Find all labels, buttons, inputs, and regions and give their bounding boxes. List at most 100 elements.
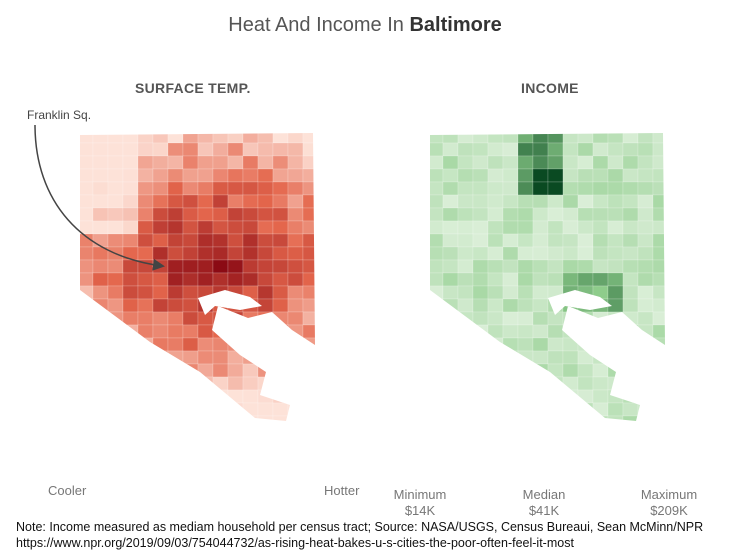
- heat-tract: [227, 168, 244, 183]
- heat-tract: [80, 142, 94, 157]
- income-tract: [442, 168, 459, 183]
- income-tract: [652, 337, 665, 352]
- heat-tract: [137, 194, 154, 209]
- income-tract: [457, 233, 474, 248]
- income-tract: [502, 207, 519, 222]
- heat-tract: [227, 389, 244, 404]
- heat-tract: [107, 415, 124, 421]
- income-tract: [577, 337, 594, 352]
- heat-tract: [272, 181, 289, 196]
- heat-tract: [227, 363, 244, 378]
- income-tract: [532, 272, 549, 287]
- income-tract: [547, 220, 564, 235]
- heat-tract: [242, 194, 259, 209]
- heat-tract: [302, 389, 315, 404]
- heat-tract: [80, 285, 94, 300]
- income-tract: [430, 285, 444, 300]
- heat-tract: [257, 415, 274, 421]
- heat-tract: [302, 246, 315, 261]
- heat-tract: [302, 155, 315, 170]
- heat-tract: [182, 259, 199, 274]
- income-tract: [547, 350, 564, 365]
- income-tract: [442, 259, 459, 274]
- income-tract: [562, 220, 579, 235]
- heat-tract: [287, 272, 304, 287]
- income-tract: [547, 155, 564, 170]
- heat-tract: [107, 311, 124, 326]
- heat-tract: [80, 402, 94, 417]
- heat-tract: [242, 133, 259, 144]
- income-tract: [637, 259, 654, 274]
- heat-tract: [167, 402, 184, 417]
- heat-tract: [167, 142, 184, 157]
- income-tract: [430, 402, 444, 417]
- heat-tract: [152, 363, 169, 378]
- income-label: INCOME: [521, 80, 579, 96]
- heat-tract: [227, 337, 244, 352]
- heat-tract: [272, 142, 289, 157]
- heat-tract: [80, 133, 94, 144]
- heat-tract: [167, 350, 184, 365]
- income-tract: [547, 133, 564, 144]
- heat-tract: [197, 155, 214, 170]
- heat-tract: [152, 142, 169, 157]
- heat-tract: [167, 363, 184, 378]
- income-tract: [472, 363, 489, 378]
- income-tract: [607, 246, 624, 261]
- heat-tract: [272, 389, 289, 404]
- income-tract: [502, 311, 519, 326]
- income-tract: [562, 259, 579, 274]
- income-tract: [547, 337, 564, 352]
- heat-tract: [287, 402, 304, 417]
- heat-tract: [152, 389, 169, 404]
- heat-tract: [302, 285, 315, 300]
- income-tract: [487, 246, 504, 261]
- heat-tract: [197, 389, 214, 404]
- income-tract: [607, 415, 624, 421]
- income-tract: [547, 142, 564, 157]
- income-tract: [652, 311, 665, 326]
- income-tract: [592, 259, 609, 274]
- income-tract: [592, 207, 609, 222]
- income-tract: [517, 363, 534, 378]
- heat-tract: [122, 220, 139, 235]
- income-tract: [532, 133, 549, 144]
- heat-tract: [137, 376, 154, 391]
- heat-tract: [152, 298, 169, 313]
- income-tract: [607, 285, 624, 300]
- heat-tract: [212, 415, 229, 421]
- income-tract: [592, 220, 609, 235]
- income-tract: [442, 181, 459, 196]
- heat-tract: [257, 155, 274, 170]
- heat-tract: [227, 233, 244, 248]
- title-prefix: Heat And Income In: [228, 14, 410, 36]
- income-tract: [472, 233, 489, 248]
- heat-tract: [197, 220, 214, 235]
- income-tract: [472, 272, 489, 287]
- heat-tract: [302, 168, 315, 183]
- heat-tract: [152, 324, 169, 339]
- income-tract: [637, 311, 654, 326]
- heat-tract: [242, 155, 259, 170]
- income-tract: [442, 220, 459, 235]
- income-tract: [487, 220, 504, 235]
- heat-tract: [92, 376, 109, 391]
- income-tract: [547, 363, 564, 378]
- income-tract: [502, 350, 519, 365]
- income-tract: [430, 181, 444, 196]
- heat-tract: [182, 207, 199, 222]
- heat-tract: [167, 337, 184, 352]
- income-tract: [577, 133, 594, 144]
- income-map: [430, 133, 665, 421]
- heat-tract: [242, 181, 259, 196]
- heat-tract: [272, 350, 289, 365]
- heat-tract: [92, 337, 109, 352]
- heat-tract: [167, 246, 184, 261]
- maps-svg: [34, 124, 665, 421]
- heat-tract: [272, 376, 289, 391]
- heat-tract: [182, 376, 199, 391]
- heat-tract: [242, 142, 259, 157]
- income-tract: [607, 324, 624, 339]
- heat-tract: [302, 133, 315, 144]
- heat-tract: [182, 194, 199, 209]
